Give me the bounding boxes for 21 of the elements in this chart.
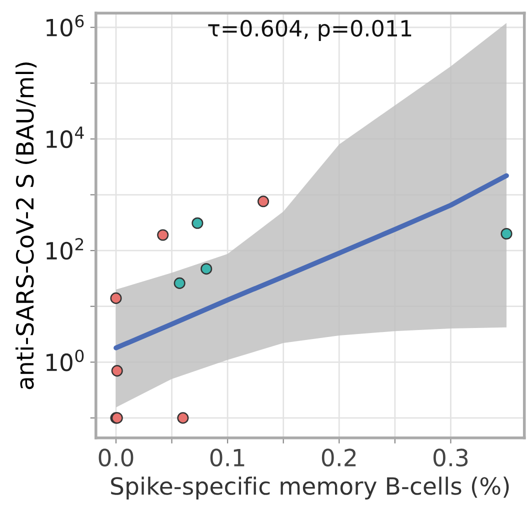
annotation: τ=0.604, p=0.011 [208,20,412,42]
y-tick-label: 10$^{6}$ [46,14,84,36]
y-tick-label: 10$^{0}$ [46,350,84,372]
point [200,263,212,275]
point [110,292,122,304]
x-tick-label: 0.0 [98,448,134,467]
y-tick-label: 10$^{2}$ [46,238,84,260]
y-axis-title: anti-SARS-CoV-2 S (BAU/ml) [16,62,37,390]
line-series [114,173,509,350]
point [111,365,123,377]
point [192,217,204,229]
point [500,228,512,240]
x-tick-label: 0.3 [434,448,468,467]
x-axis-title: Spike-specific memory B-cells (%) [111,476,509,500]
point [174,277,186,289]
point [157,229,169,241]
point [177,412,189,424]
x-tick-label: 0.2 [322,448,356,467]
y-tick-label: 10$^{4}$ [46,126,84,148]
point [258,196,270,208]
x-tick-label: 0.1 [210,448,244,467]
